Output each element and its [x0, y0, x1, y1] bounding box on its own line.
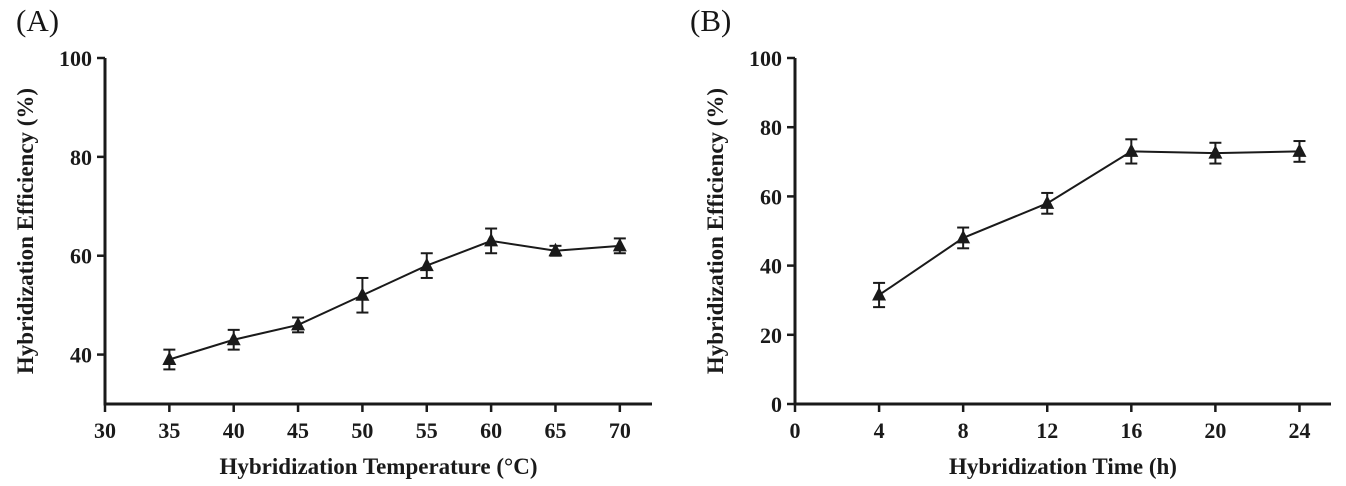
data-point-marker — [872, 287, 887, 301]
y-tick-label: 80 — [760, 115, 782, 140]
x-tick-label: 65 — [544, 418, 566, 443]
y-tick-label: 60 — [70, 244, 92, 269]
data-point-marker — [291, 316, 306, 331]
x-tick-label: 50 — [351, 418, 373, 443]
y-tick-label: 0 — [771, 392, 782, 417]
data-point-marker — [484, 232, 499, 247]
x-tick-label: 35 — [158, 418, 180, 443]
x-tick-label: 20 — [1204, 418, 1226, 443]
data-point-marker — [1292, 143, 1307, 157]
y-axis-label: Hybridization Efficiency (%) — [703, 88, 728, 374]
chart-a-hybridization-temperature: 30 35 40 45 50 55 60 65 70 40 60 80 100 Hybridization… — [13, 46, 652, 479]
x-axis-label: Hybridization Time (h) — [949, 454, 1177, 479]
data-point-marker — [162, 351, 177, 366]
data-point-marker — [956, 229, 971, 244]
data-point-marker — [1208, 145, 1223, 159]
panel-a-label: (A) — [16, 3, 60, 38]
panel-b-label: (B) — [690, 3, 732, 38]
x-axis-label: Hybridization Temperature (°C) — [220, 454, 538, 479]
data-line — [169, 239, 620, 361]
data-line — [878, 150, 1300, 296]
data-point-marker — [226, 331, 241, 346]
x-tick-label: 4 — [874, 418, 885, 443]
x-tick-label: 70 — [609, 418, 631, 443]
y-tick-label: 80 — [70, 145, 92, 170]
x-tick-label: 16 — [1120, 418, 1142, 443]
y-tick-label: 20 — [760, 323, 782, 348]
data-point-marker — [612, 237, 627, 252]
x-tick-label: 30 — [94, 418, 116, 443]
y-tick-label: 40 — [760, 254, 782, 279]
chart-b-hybridization-time: 0 4 8 12 16 20 24 0 20 40 60 80 100 Hybridization Tim… — [703, 46, 1331, 479]
x-tick-label: 45 — [287, 418, 309, 443]
x-tick-label: 55 — [416, 418, 438, 443]
y-tick-label: 100 — [749, 46, 782, 71]
y-tick-label: 40 — [70, 343, 92, 368]
x-tick-label: 40 — [223, 418, 245, 443]
y-axis-label: Hybridization Efficiency (%) — [13, 88, 38, 374]
x-tick-label: 24 — [1288, 418, 1310, 443]
data-point-marker — [548, 242, 563, 257]
x-tick-label: 12 — [1036, 418, 1058, 443]
data-point-marker — [419, 257, 434, 272]
y-tick-label: 100 — [59, 46, 92, 71]
x-tick-label: 0 — [790, 418, 801, 443]
data-point-marker — [355, 287, 370, 301]
x-tick-label: 60 — [480, 418, 502, 443]
data-point-marker — [1040, 195, 1055, 209]
data-point-marker — [1124, 143, 1139, 157]
y-tick-label: 60 — [760, 184, 782, 209]
x-tick-label: 8 — [958, 418, 969, 443]
